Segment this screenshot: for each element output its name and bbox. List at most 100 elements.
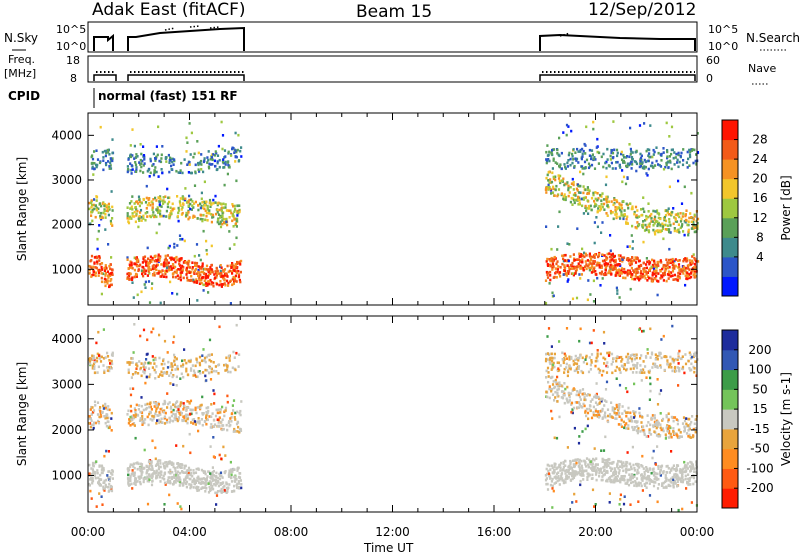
scatter-cell bbox=[136, 213, 138, 216]
scatter-cell bbox=[208, 372, 210, 375]
scatter-cell bbox=[649, 390, 651, 393]
scatter-cell bbox=[139, 211, 141, 214]
scatter-cell bbox=[144, 162, 146, 165]
scatter-cell bbox=[612, 120, 614, 123]
scatter-cell bbox=[571, 467, 573, 470]
scatter-cell bbox=[627, 177, 629, 180]
scatter-cell bbox=[112, 353, 114, 356]
scatter-cell bbox=[149, 175, 151, 178]
scatter-cell bbox=[649, 222, 651, 225]
scatter-cell bbox=[240, 271, 242, 274]
scatter-cell bbox=[184, 187, 186, 190]
scatter-cell bbox=[151, 408, 153, 411]
scatter-cell bbox=[643, 165, 645, 168]
scatter-cell bbox=[98, 230, 100, 233]
scatter-cell bbox=[621, 412, 623, 415]
scatter-cell bbox=[234, 369, 236, 372]
scatter-cell bbox=[213, 361, 215, 364]
scatter-cell bbox=[597, 192, 599, 195]
scatter-cell bbox=[135, 363, 137, 366]
scatter-cell bbox=[590, 368, 592, 371]
scatter-cell bbox=[547, 381, 549, 384]
scatter-cell bbox=[675, 265, 677, 268]
scatter-cell bbox=[222, 161, 224, 164]
scatter-cell bbox=[671, 325, 673, 328]
scatter-cell bbox=[656, 220, 658, 223]
scatter-cell bbox=[622, 277, 624, 280]
scatter-cell bbox=[195, 407, 197, 410]
scatter-cell bbox=[601, 265, 603, 268]
scatter-cell bbox=[92, 173, 94, 176]
scatter-cell bbox=[210, 426, 212, 429]
scatter-cell bbox=[548, 472, 550, 475]
scatter-cell bbox=[585, 469, 587, 472]
scatter-cell bbox=[186, 400, 188, 403]
scatter-cell bbox=[636, 209, 638, 212]
scatter-cell bbox=[681, 225, 683, 228]
scatter-cell bbox=[98, 259, 100, 262]
scatter-cell bbox=[233, 218, 235, 221]
scatter-cell bbox=[603, 208, 605, 211]
scatter-cell bbox=[655, 275, 657, 278]
scatter-cell bbox=[129, 420, 131, 423]
scatter-cell bbox=[160, 408, 162, 411]
scatter-cell bbox=[638, 224, 640, 227]
scatter-cell bbox=[581, 261, 583, 264]
scatter-cell bbox=[108, 153, 110, 156]
scatter-cell bbox=[642, 208, 644, 211]
scatter-cell bbox=[599, 209, 601, 212]
scatter-cell bbox=[137, 468, 139, 471]
scatter-cell bbox=[235, 352, 237, 355]
scatter-cell bbox=[168, 494, 170, 497]
scatter-cell bbox=[570, 264, 572, 267]
scatter-cell bbox=[230, 212, 232, 215]
scatter-cell bbox=[102, 156, 104, 159]
scatter-cell bbox=[92, 365, 94, 368]
scatter-cell bbox=[149, 259, 151, 262]
scatter-cell bbox=[635, 206, 637, 209]
scatter-cell bbox=[659, 218, 661, 221]
scatter-cell bbox=[172, 203, 174, 206]
scatter-cell bbox=[565, 196, 567, 199]
scatter-cell bbox=[589, 356, 591, 359]
scatter-cell bbox=[135, 206, 137, 209]
scatter-cell bbox=[230, 476, 232, 479]
scatter-cell bbox=[639, 153, 641, 156]
scatter-cell bbox=[196, 489, 198, 492]
scatter-cell bbox=[609, 261, 611, 264]
scatter-cell bbox=[144, 256, 146, 259]
scatter-cell bbox=[621, 159, 623, 162]
scatter-cell bbox=[236, 411, 238, 414]
scatter-cell bbox=[233, 269, 235, 272]
scatter-cell bbox=[670, 260, 672, 263]
scatter-cell bbox=[128, 369, 130, 372]
scatter-cell bbox=[236, 205, 238, 208]
scatter-cell bbox=[139, 215, 141, 218]
scatter-cell bbox=[546, 260, 548, 263]
scatter-cell bbox=[681, 473, 683, 476]
scatter-cell bbox=[179, 505, 181, 508]
scatter-cell bbox=[140, 159, 142, 162]
scatter-cell bbox=[227, 173, 229, 176]
scatter-cell bbox=[175, 479, 177, 482]
scatter-cell bbox=[182, 363, 184, 366]
scatter-cell bbox=[588, 163, 590, 166]
scatter-cell bbox=[678, 350, 680, 353]
scatter-cell bbox=[625, 415, 627, 418]
scatter-cell bbox=[202, 348, 204, 351]
scatter-cell bbox=[190, 153, 192, 156]
scatter-cell bbox=[688, 149, 690, 152]
scatter-cell bbox=[149, 268, 151, 271]
scatter-cell bbox=[111, 152, 113, 155]
scatter-cell bbox=[592, 489, 594, 492]
scatter-cell bbox=[202, 171, 204, 174]
scatter-cell bbox=[177, 368, 179, 371]
scatter-cell bbox=[631, 263, 633, 266]
scatter-cell bbox=[606, 361, 608, 364]
scatter-cell bbox=[140, 291, 142, 294]
scatter-cell bbox=[616, 149, 618, 152]
scatter-cell bbox=[147, 353, 149, 356]
scatter-cell bbox=[547, 154, 549, 157]
scatter-cell bbox=[601, 192, 603, 195]
scatter-cell bbox=[178, 171, 180, 174]
